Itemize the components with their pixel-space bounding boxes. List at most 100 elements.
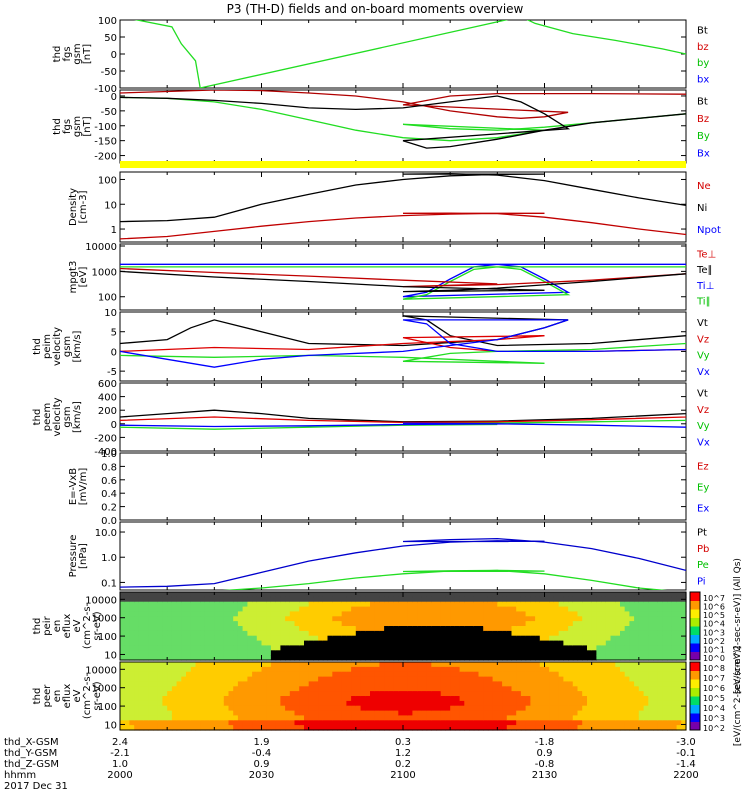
spectrogram-cell <box>558 640 564 647</box>
spectrogram-cell <box>676 616 682 622</box>
spectrogram-cell <box>572 621 579 627</box>
spectrogram-cell <box>379 611 385 617</box>
spectrogram-cell <box>124 705 130 712</box>
spectrogram-cell <box>676 681 682 687</box>
spectrogram-cell <box>615 681 621 687</box>
spectrogram-cell <box>388 676 395 683</box>
spectrogram-cell <box>370 611 376 617</box>
spectrogram-cell <box>162 715 168 721</box>
spectrogram-cell <box>539 592 546 598</box>
spectrogram-cell <box>200 696 206 702</box>
spectrogram-cell <box>256 635 263 642</box>
y-axis-label: eV <box>72 619 83 632</box>
spectrogram-cell <box>327 640 333 647</box>
spectrogram-cell <box>676 710 682 717</box>
spectrogram-cell <box>195 626 201 632</box>
spectrogram-cell <box>568 650 574 656</box>
spectrogram-cell <box>393 700 399 707</box>
spectrogram-cell <box>676 606 682 613</box>
spectrogram-cell <box>289 650 296 656</box>
spectrogram-cell <box>148 611 154 617</box>
spectrogram-cell <box>403 666 409 673</box>
spectrogram-cell <box>469 626 475 632</box>
spectrogram-cell <box>129 611 135 617</box>
spectrogram-cell <box>299 710 305 717</box>
spectrogram-cell <box>379 596 385 603</box>
spectrogram-cell <box>487 606 494 613</box>
spectrogram-cell <box>478 662 484 668</box>
spectrogram-cell <box>412 645 418 651</box>
spectrogram-cell <box>190 616 197 622</box>
spectrogram-cell <box>653 662 659 668</box>
spectrogram-cell <box>610 671 616 678</box>
spectrogram-cell <box>601 710 607 717</box>
spectrogram-cell <box>624 621 630 627</box>
spectrogram-cell <box>129 705 135 712</box>
spectrogram-cell <box>134 601 140 608</box>
spectrogram-cell <box>445 611 451 617</box>
spectrogram-cell <box>431 696 437 702</box>
spectrogram-cell <box>426 710 432 717</box>
spectrogram-cell <box>605 616 612 622</box>
spectrogram-cell <box>379 626 385 632</box>
spectrogram-cell <box>502 671 508 678</box>
spectrogram-cell <box>502 662 508 668</box>
spectrogram-cell <box>601 700 607 707</box>
spectrogram-cell <box>412 616 418 622</box>
spectrogram-cell <box>662 645 668 651</box>
spectrogram-cell <box>624 691 630 697</box>
spectrogram-cell <box>214 640 220 647</box>
spectrogram-cell <box>280 676 286 683</box>
spectrogram-cell <box>294 601 300 608</box>
spectrogram-cell <box>237 596 244 603</box>
spectrogram-cell <box>219 686 225 692</box>
spectrogram-cell <box>233 715 239 721</box>
spectrogram-cell <box>181 671 187 678</box>
spectrogram-cell <box>157 710 163 717</box>
spectrogram-cell <box>228 611 234 617</box>
spectrogram-cell <box>671 696 678 702</box>
spectrogram-cell <box>464 606 470 613</box>
spectrogram-cell <box>129 710 135 717</box>
spectrogram-cell <box>473 635 480 642</box>
spectrogram-cell <box>370 596 376 603</box>
spectrogram-cell <box>388 655 395 661</box>
spectrogram-cell <box>445 725 451 731</box>
spectrogram-cell <box>412 596 418 603</box>
spectrogram-cell <box>171 655 178 661</box>
spectrogram-cell <box>582 676 588 683</box>
spectrogram-cell <box>516 635 522 642</box>
spectrogram-cell <box>190 626 197 632</box>
spectrogram-cell <box>138 606 145 613</box>
spectrogram-cell <box>280 700 286 707</box>
spectrogram-cell <box>223 676 230 683</box>
spectrogram-cell <box>148 720 154 726</box>
spectrogram-cell <box>624 710 630 717</box>
spectrogram-cell <box>638 686 645 692</box>
spectrogram-cell <box>596 662 602 668</box>
spectrogram-cell <box>544 606 550 613</box>
spectrogram-cell <box>572 616 579 622</box>
spectrogram-cell <box>304 686 310 692</box>
spectrogram-cell <box>327 621 333 627</box>
spectrogram-cell <box>469 715 475 721</box>
spectrogram-cell <box>492 715 498 721</box>
spectrogram-cell <box>134 645 140 651</box>
date-label: 2017 Dec 31 <box>4 781 68 792</box>
spectrogram-cell <box>407 616 413 622</box>
spectrogram-cell <box>346 626 352 632</box>
spectrogram-cell <box>280 705 286 712</box>
spectrogram-cell <box>143 640 149 647</box>
spectrogram-cell <box>219 606 225 613</box>
spectrogram-cell <box>360 601 366 608</box>
spectrogram-cell <box>568 645 574 651</box>
spectrogram-cell <box>379 616 385 622</box>
spectrogram-cell <box>620 640 626 647</box>
spectrogram-cell <box>657 611 663 617</box>
spectrogram-cell <box>620 725 626 731</box>
spectrogram-cell <box>676 621 682 627</box>
spectrogram-cell <box>294 626 300 632</box>
spectrogram-cell <box>440 662 446 668</box>
spectrogram-cell <box>294 725 300 731</box>
spectrogram-cell <box>129 596 135 603</box>
